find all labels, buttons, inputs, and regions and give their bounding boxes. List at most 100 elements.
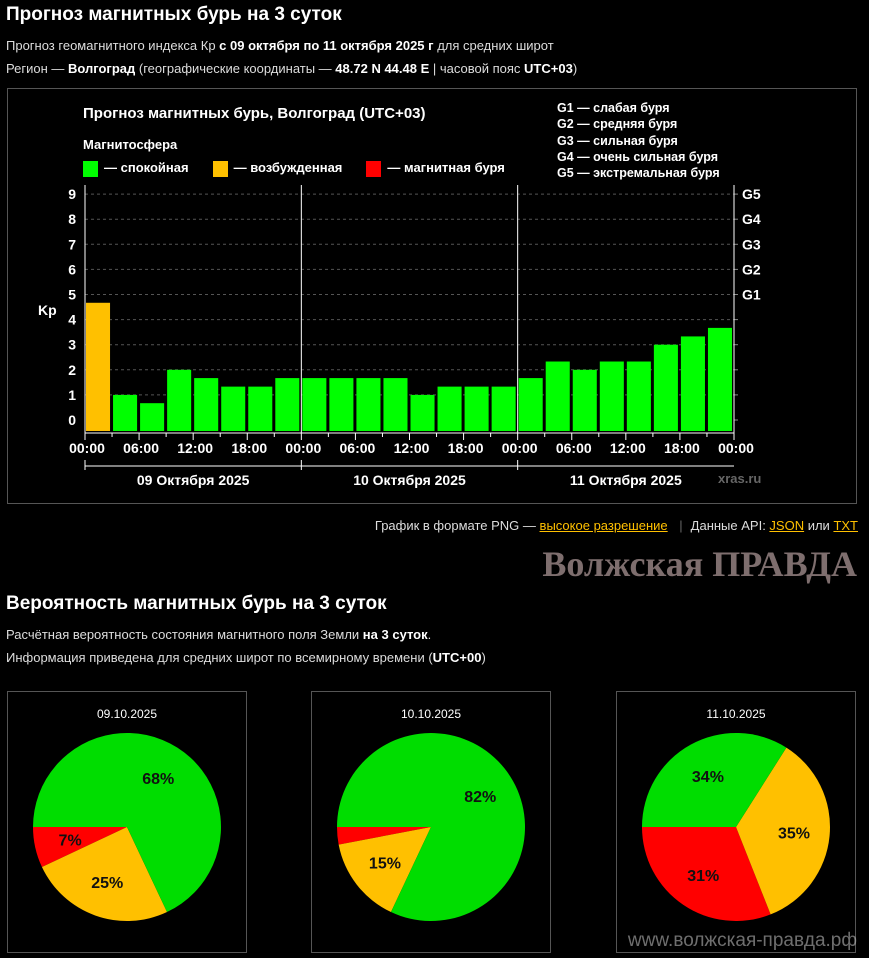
- prob-info: Расчётная вероятность состояния магнитно…: [6, 627, 432, 642]
- pie-slice: [41, 827, 168, 921]
- slice-label: 34%: [692, 769, 724, 786]
- kp-chart: Прогноз магнитных бурь, Волгоград (UTC+0…: [7, 88, 857, 504]
- pie-slice: [337, 827, 431, 845]
- pie-slice: [337, 733, 525, 921]
- bar: [599, 361, 624, 431]
- day-label: 09 Октября 2025: [137, 472, 250, 488]
- legend-active: — возбужденная: [212, 160, 342, 177]
- slice-label: 31%: [687, 868, 719, 885]
- pie-slice: [642, 733, 787, 827]
- day-label: 10 Октября 2025: [353, 472, 466, 488]
- x-tick-label: 18:00: [664, 440, 700, 456]
- y-tick-label: 7: [68, 236, 76, 252]
- y-tick-label: 1: [68, 387, 76, 403]
- x-tick-label: 00:00: [285, 440, 321, 456]
- g5-item: G5 — экстремальная буря: [557, 166, 720, 181]
- legend-storm: — магнитная буря: [366, 160, 505, 177]
- legend-quiet: — спокойная: [83, 160, 189, 177]
- x-tick-label: 00:00: [502, 440, 538, 456]
- pie-slice: [736, 747, 830, 915]
- y-tick-label: 5: [68, 287, 76, 303]
- json-link[interactable]: JSON: [769, 518, 805, 533]
- pie-slice: [33, 827, 127, 868]
- bar: [707, 327, 732, 431]
- pie-date: 09.10.2025: [96, 707, 158, 721]
- pie-slice: [33, 733, 222, 913]
- pie-date: 10.10.2025: [400, 707, 462, 721]
- g2-item: G2 — средняя буря: [557, 117, 678, 132]
- pie-slice: [642, 827, 771, 921]
- section-title: Вероятность магнитных бурь на 3 суток: [6, 593, 387, 614]
- slice-label: 82%: [464, 789, 496, 806]
- bar: [167, 369, 192, 431]
- bar: [680, 336, 705, 431]
- watermark-logo: Волжская ПРАВДА: [542, 544, 857, 584]
- y-tick-label: 3: [68, 337, 76, 353]
- bar: [626, 361, 651, 431]
- bar: [221, 386, 246, 431]
- bar: [491, 386, 516, 431]
- pie-card: 11.10.2025 31% 35% 34%: [616, 691, 856, 953]
- png-hires-link[interactable]: высокое разрешение: [539, 518, 668, 533]
- legend-title: Магнитосфера: [83, 137, 178, 152]
- bar: [248, 386, 273, 431]
- x-tick-label: 00:00: [718, 440, 754, 456]
- slice-label: 68%: [142, 771, 174, 788]
- pie-card: 09.10.2025 7% 25% 68%: [7, 691, 247, 953]
- x-tick-label: 18:00: [448, 440, 484, 456]
- x-tick-label: 12:00: [610, 440, 646, 456]
- bar: [518, 378, 543, 431]
- bar: [86, 302, 111, 431]
- pie-slice: [338, 827, 431, 913]
- bar: [356, 378, 381, 431]
- x-tick-label: 12:00: [177, 440, 213, 456]
- bar: [464, 386, 489, 431]
- bar: [410, 394, 435, 431]
- y-tick-label: 2: [68, 362, 76, 378]
- g-tick-label: G5: [742, 186, 761, 202]
- slice-label: 25%: [91, 875, 123, 892]
- y-tick-label: 6: [68, 261, 76, 277]
- g4-item: G4 — очень сильная буря: [557, 149, 718, 164]
- g3-item: G3 — сильная буря: [557, 133, 678, 148]
- prob-info-2: Информация приведена для средних широт п…: [6, 650, 486, 665]
- slice-label: 15%: [369, 856, 401, 873]
- y-tick-label: 0: [68, 412, 76, 428]
- slice-label: 7%: [59, 833, 82, 850]
- bar: [653, 344, 678, 431]
- x-tick-label: 12:00: [394, 440, 430, 456]
- g-tick-label: G4: [742, 211, 761, 227]
- bar: [437, 386, 462, 431]
- bar: [275, 378, 300, 431]
- g-scale-legend: G1 — слабая буря G2 — средняя буря G3 — …: [557, 100, 720, 181]
- bar: [140, 403, 165, 431]
- y-tick-label: 8: [68, 211, 76, 227]
- x-tick-label: 06:00: [556, 440, 592, 456]
- x-tick-label: 00:00: [69, 440, 105, 456]
- slice-label: 35%: [778, 825, 810, 842]
- x-tick-label: 06:00: [123, 440, 159, 456]
- watermark-url: www.волжская-правда.рф: [627, 930, 857, 951]
- region-info: Регион — Волгоград (географические коорд…: [6, 61, 578, 76]
- bar: [113, 394, 138, 431]
- forecast-info: Прогноз геомагнитного индекса Кр с 09 ок…: [6, 38, 554, 53]
- y-tick-label: 4: [68, 312, 76, 328]
- bar: [545, 361, 570, 431]
- page-title: Прогноз магнитных бурь на 3 суток: [6, 4, 342, 25]
- bar: [572, 369, 597, 431]
- legend: — спокойная — возбужденная — магнитная б…: [83, 160, 505, 177]
- pie-chart: 7% 25% 68%: [33, 733, 222, 921]
- bar: [302, 378, 327, 431]
- txt-link[interactable]: TXT: [833, 518, 858, 533]
- chart-plot: 0 1 2 3 4 5 6 7 8 9 G1 G2 G3 G4 G5 Kp 00:00 06:00 12:00 18:…: [38, 185, 761, 488]
- bar: [329, 378, 354, 431]
- bar: [194, 378, 219, 431]
- x-tick-label: 06:00: [340, 440, 376, 456]
- download-links: График в формате PNG — высокое разрешени…: [374, 518, 858, 533]
- pie-date: 11.10.2025: [706, 707, 766, 721]
- y-axis-label: Kp: [38, 302, 57, 318]
- pie-card: 10.10.2025 15% 82%: [311, 691, 551, 953]
- bar: [383, 378, 408, 431]
- g-tick-label: G3: [742, 236, 761, 252]
- day-label: 11 Октября 2025: [570, 472, 682, 488]
